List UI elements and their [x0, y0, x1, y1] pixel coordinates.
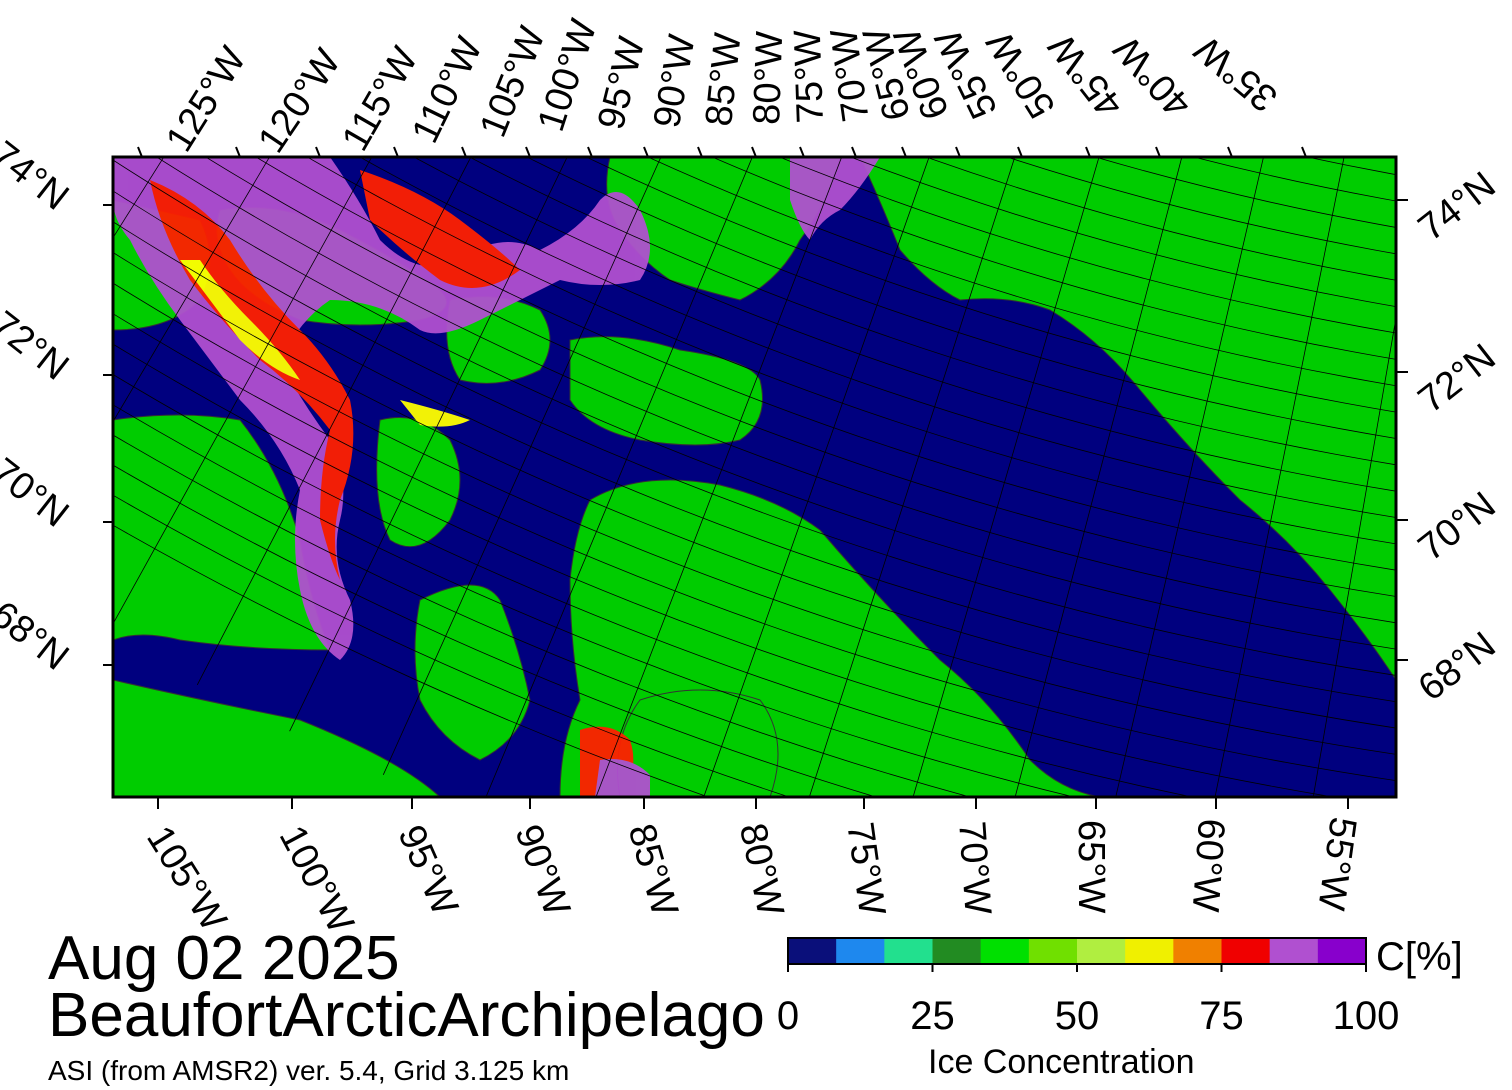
longitude-line [1312, 315, 1396, 797]
axis-tick [1301, 146, 1307, 158]
map-frame [111, 155, 1398, 799]
axis-tick [851, 146, 857, 158]
ice-low [180, 260, 300, 380]
greenland [859, 157, 1396, 681]
longitude-line [595, 157, 843, 797]
colorbar-bin [1125, 938, 1174, 964]
bottom-longitude-label: 65°W [1070, 820, 1112, 914]
longitude-line [912, 157, 1100, 797]
axis-tick [1227, 146, 1233, 158]
colorbar-bin [980, 938, 1030, 964]
colorbar-bin [1269, 938, 1319, 964]
axis-tick [901, 146, 907, 158]
mainland-south [113, 679, 441, 797]
ice-greenland-north [790, 157, 880, 240]
axis-tick [587, 146, 593, 158]
top-longitude-label: 80°W [746, 30, 792, 126]
longitude-line [703, 157, 930, 797]
axis-tick [315, 146, 321, 158]
longitude-line [289, 157, 568, 732]
colorbar-bin [836, 938, 885, 964]
axis-tick [1085, 146, 1091, 158]
axis-tick [137, 146, 143, 158]
sea-ice-patches [113, 157, 880, 797]
axis-tick [643, 146, 649, 158]
colorbar-tick-label: 25 [910, 994, 955, 1038]
ice-low-2 [400, 400, 470, 427]
colorbar-bin [788, 938, 837, 964]
axis-tick [525, 146, 531, 158]
longitude-line [1475, 82, 1512, 1075]
axis-tick [461, 146, 467, 158]
axis-tick [697, 146, 703, 158]
colorbar-bin [1028, 938, 1078, 964]
longitude-line [1115, 157, 1264, 797]
longitude-line [485, 157, 753, 797]
longitude-line [113, 157, 373, 625]
axis-tick [955, 146, 961, 158]
colorbar-bin [1221, 938, 1271, 964]
longitude-line [1214, 157, 1345, 797]
colorbar-bin [884, 938, 933, 964]
axis-tick [751, 146, 757, 158]
axis-ticks [103, 146, 1408, 809]
longitude-line [808, 157, 1016, 797]
colorbar [787, 937, 1367, 972]
longitude-line [382, 157, 662, 776]
longitude-line [196, 157, 472, 686]
longitude-line [0, 0, 100, 158]
colorbar-unit: C[%] [1376, 935, 1463, 979]
colorbar-tick-label: 0 [776, 994, 800, 1038]
colorbar-tick-label: 75 [1199, 994, 1244, 1038]
colorbar-tick-label: 100 [1332, 994, 1400, 1038]
devon-island [569, 336, 763, 446]
ice-mid-north [360, 170, 520, 288]
axis-tick [235, 146, 241, 158]
top-longitude-label: 85°W [698, 30, 750, 129]
axis-tick [1017, 146, 1023, 158]
longitude-line [1014, 157, 1183, 797]
axis-tick [393, 146, 399, 158]
boothia-peninsula [414, 584, 531, 761]
longitude-line [0, 0, 45, 88]
colorbar-bin [932, 938, 982, 964]
ice-hudson-high [595, 759, 650, 797]
colorbar-tick-label: 50 [1054, 994, 1100, 1038]
axis-tick [799, 146, 805, 158]
date-label: Aug 02 2025 [48, 924, 400, 993]
colorbar-bin [1077, 938, 1126, 964]
source-label: ASI (from AMSR2) ver. 5.4, Grid 3.125 km [48, 1055, 570, 1086]
colorbar-title: Ice Concentration [928, 1043, 1195, 1081]
bottom-longitude-label: 70°W [950, 819, 999, 916]
colorbar-bin [1317, 938, 1367, 964]
colorbar-bin [1173, 938, 1222, 964]
axis-tick [1155, 146, 1161, 158]
bottom-longitude-label: 60°W [1183, 817, 1232, 914]
region-label: BeaufortArcticArchipelago [48, 981, 765, 1050]
